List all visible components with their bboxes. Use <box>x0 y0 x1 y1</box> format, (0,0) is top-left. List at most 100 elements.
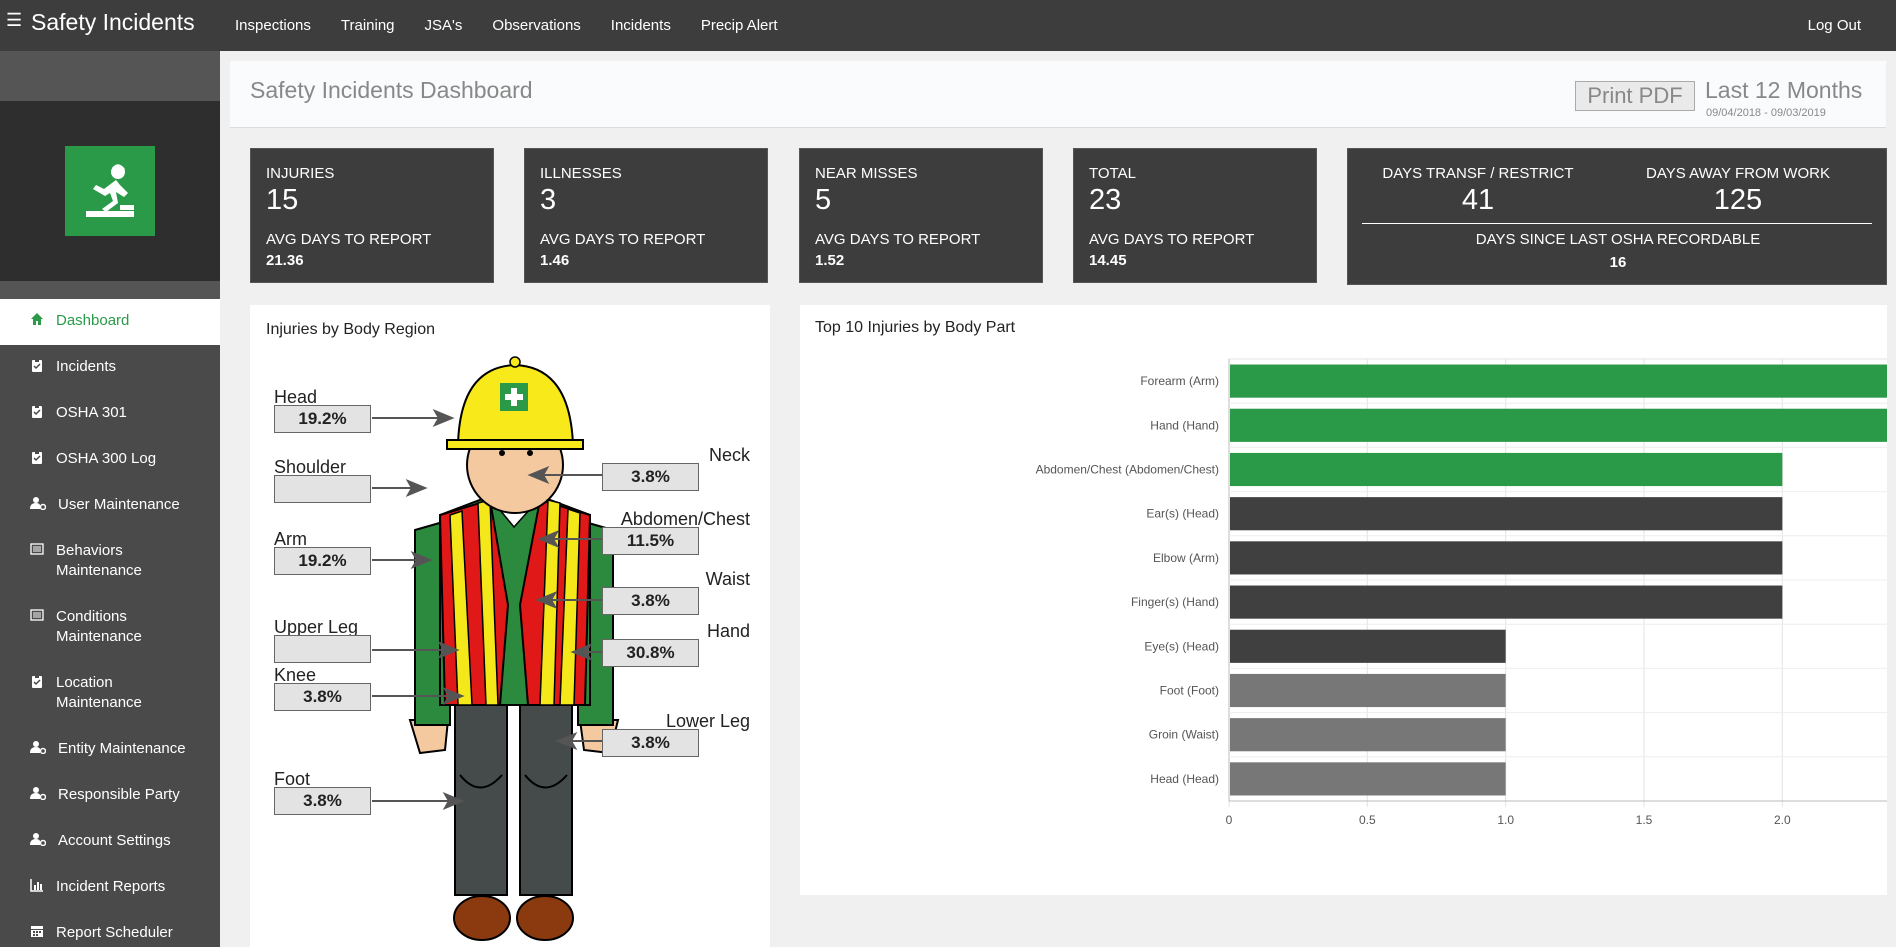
card-label: ILLNESSES <box>540 165 622 182</box>
bar[interactable] <box>1230 541 1783 575</box>
bar[interactable] <box>1230 629 1506 663</box>
y-tick-label: Head (Head) <box>1150 772 1219 786</box>
nav-jsas[interactable]: JSA's <box>424 17 463 34</box>
sidebar-strip <box>0 51 220 101</box>
card-value: 5 <box>815 184 832 216</box>
region-label-foot: Foot <box>274 769 311 789</box>
chart-title: Top 10 Injuries by Body Part <box>815 319 1016 336</box>
user-gear-icon <box>30 497 46 510</box>
card-sub-label: AVG DAYS TO REPORT <box>266 231 432 248</box>
logout-link[interactable]: Log Out <box>1807 17 1861 34</box>
region-label-shoulder: Shoulder <box>274 457 347 477</box>
sidebar-item-label: OSHA 300 Log <box>56 450 157 467</box>
total-card[interactable]: TOTAL 23 AVG DAYS TO REPORT 14.45 <box>1073 148 1317 283</box>
nav-training[interactable]: Training <box>340 17 395 34</box>
near-misses-card[interactable]: NEAR MISSES 5 AVG DAYS TO REPORT 1.52 <box>799 148 1043 283</box>
bar[interactable] <box>1230 585 1783 619</box>
sidebar-item-label: Responsible Party <box>58 786 180 803</box>
sidebar-item-label: User Maintenance <box>58 496 180 513</box>
main-content: Safety Incidents Dashboard Print PDF Las… <box>220 51 1896 947</box>
injuries-card[interactable]: INJURIES 15 AVG DAYS TO REPORT 21.36 <box>250 148 494 283</box>
card-sub-label: AVG DAYS TO REPORT <box>540 231 706 248</box>
hamburger-icon[interactable]: ☰ <box>6 10 23 30</box>
region-value-waist: 3.8% <box>602 587 699 615</box>
region-label-waist: Waist <box>705 569 750 589</box>
slip-fall-hazard-icon <box>65 146 155 236</box>
card-sub-value: 1.52 <box>815 252 845 269</box>
y-tick-label: Finger(s) (Hand) <box>1131 595 1219 609</box>
list-icon <box>30 609 44 621</box>
sidebar-item-account-settings[interactable]: Account Settings <box>0 819 220 865</box>
x-tick-label: 1.0 <box>1497 813 1514 827</box>
sidebar-item-behaviors-maintenance[interactable]: Behaviors Maintenance <box>0 529 220 595</box>
card-sub-label: AVG DAYS TO REPORT <box>1089 231 1255 248</box>
nav-precip-alert[interactable]: Precip Alert <box>700 17 778 34</box>
sidebar-item-osha-301[interactable]: OSHA 301 <box>0 391 220 437</box>
page-title: Safety Incidents Dashboard <box>250 77 533 103</box>
days-summary-card: DAYS TRANSF / RESTRICT 41 DAYS AWAY FROM… <box>1347 148 1887 285</box>
region-label-hand: Hand <box>706 621 750 641</box>
card-sub-value: 1.46 <box>540 252 570 269</box>
calendar-icon <box>31 926 43 937</box>
body-region-panel: Injuries by Body Region <box>250 305 770 947</box>
region-value-neck: 3.8% <box>602 463 699 491</box>
y-tick-label: Abdomen/Chest (Abdomen/Chest) <box>1036 463 1219 477</box>
x-tick-label: 1.5 <box>1636 813 1653 827</box>
osha-recordable-block: DAYS SINCE LAST OSHA RECORDABLE 16 <box>1348 231 1888 271</box>
region-value-head: 19.2% <box>274 405 371 433</box>
bar-chart-icon <box>30 879 43 892</box>
app-title[interactable]: Safety Incidents <box>31 9 195 35</box>
days-transf-value: 41 <box>1461 184 1495 216</box>
worker-figure <box>372 356 620 941</box>
sidebar-item-osha-300-log[interactable]: OSHA 300 Log <box>0 437 220 483</box>
sidebar-item-report-scheduler[interactable]: Report Scheduler <box>0 911 220 947</box>
region-label-neck: Neck <box>708 445 750 465</box>
y-tick-label: Eye(s) (Head) <box>1144 639 1219 653</box>
sidebar-item-location-maintenance[interactable]: Location Maintenance <box>0 661 220 727</box>
user-gear-icon <box>30 741 46 754</box>
bar[interactable] <box>1230 762 1506 796</box>
clipboard-check-icon <box>32 675 42 688</box>
nav-observations[interactable]: Observations <box>492 17 581 34</box>
sidebar-item-dashboard[interactable]: Dashboard <box>0 299 220 345</box>
nav-inspections[interactable]: Inspections <box>235 17 311 34</box>
clipboard-check-icon <box>32 451 42 464</box>
illnesses-card[interactable]: ILLNESSES 3 AVG DAYS TO REPORT 1.46 <box>524 148 768 283</box>
sidebar-item-entity-maintenance[interactable]: Entity Maintenance <box>0 727 220 773</box>
region-label-head: Head <box>274 387 318 407</box>
sidebar-item-incidents[interactable]: Incidents <box>0 345 220 391</box>
region-value-upper-leg <box>274 635 371 663</box>
y-tick-label: Forearm (Arm) <box>1140 374 1219 388</box>
nav-incidents[interactable]: Incidents <box>610 17 671 34</box>
top-navbar: ☰ Safety Incidents Inspections Training … <box>0 0 1896 51</box>
print-pdf-button[interactable]: Print PDF <box>1575 81 1695 111</box>
sidebar-item-user-maintenance[interactable]: User Maintenance <box>0 483 220 529</box>
bar[interactable] <box>1230 497 1783 531</box>
sidebar-item-conditions-maintenance[interactable]: Conditions Maintenance <box>0 595 220 661</box>
card-label: NEAR MISSES <box>815 165 918 182</box>
region-label-lower-leg: Lower Leg <box>665 711 750 731</box>
sidebar-item-label: Behaviors Maintenance <box>56 542 142 579</box>
sidebar-gap <box>0 281 220 299</box>
region-value-abdomen-chest: 11.5% <box>602 527 699 555</box>
x-tick-label: 0 <box>1226 813 1233 827</box>
days-away-label: DAYS AWAY FROM WORK <box>1646 165 1830 182</box>
bar[interactable] <box>1230 452 1783 487</box>
sidebar-item-label: OSHA 301 <box>56 404 127 421</box>
y-tick-label: Hand (Hand) <box>1150 418 1219 432</box>
sidebar-item-incident-reports[interactable]: Incident Reports <box>0 865 220 911</box>
bar[interactable] <box>1230 718 1506 752</box>
sidebar-item-label: Incidents <box>56 358 117 375</box>
sidebar-item-responsible-party[interactable]: Responsible Party <box>0 773 220 819</box>
card-sub-value: 21.36 <box>266 252 304 269</box>
card-sub-value: 14.45 <box>1089 252 1127 269</box>
sidebar-item-label: Report Scheduler <box>56 924 173 941</box>
date-range-selector[interactable]: Last 12 Months <box>1705 77 1863 103</box>
bar[interactable] <box>1230 408 1887 442</box>
bar[interactable] <box>1230 673 1506 708</box>
card-value: 23 <box>1089 184 1122 216</box>
bar[interactable] <box>1230 364 1887 398</box>
y-tick-label: Groin (Waist) <box>1149 728 1219 742</box>
days-transf-block: DAYS TRANSF / RESTRICT 41 <box>1378 165 1578 217</box>
